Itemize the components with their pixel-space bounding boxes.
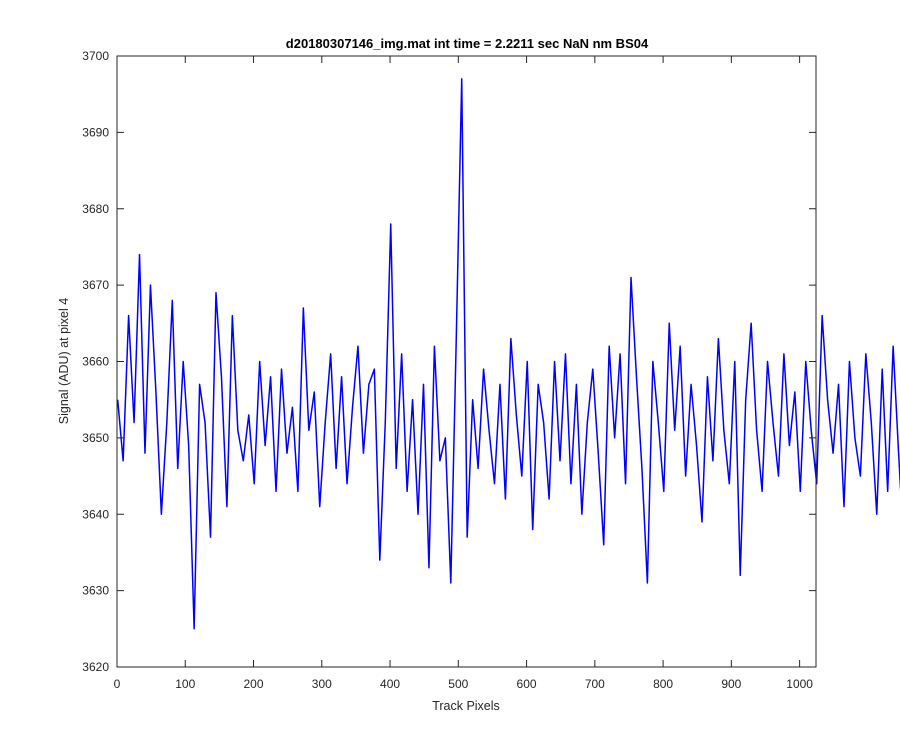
y-axis-label: Signal (ADU) at pixel 4: [57, 298, 71, 424]
plot-area: 0 100 200 300 400 500 600 700 800 900 1000 3620 363…: [82, 49, 900, 691]
y-tick-label: 3620: [82, 660, 109, 674]
axes-background: [117, 56, 816, 667]
y-tick-label: 3640: [82, 507, 109, 521]
y-tick-label: 3700: [82, 49, 109, 63]
x-tick-label: 500: [448, 677, 468, 691]
y-axis-ticks: 3620 3630 3640 3650 3660 3670 3680 3690 3700: [82, 49, 816, 674]
x-tick-label: 800: [653, 677, 673, 691]
chart-title: d20180307146_img.mat int time = 2.2211 s…: [286, 36, 649, 51]
y-tick-label: 3670: [82, 278, 109, 292]
y-tick-label: 3680: [82, 202, 109, 216]
series-layer: [116, 78, 900, 630]
x-tick-label: 100: [175, 677, 195, 691]
y-tick-label: 3690: [82, 125, 109, 139]
x-tick-label: 0: [114, 677, 121, 691]
x-tick-label: 200: [244, 677, 264, 691]
x-tick-label: 400: [380, 677, 400, 691]
x-tick-label: 300: [312, 677, 332, 691]
x-axis-label: Track Pixels: [432, 699, 500, 713]
y-tick-label: 3660: [82, 355, 109, 369]
x-tick-label: 600: [517, 677, 537, 691]
signal-series-line: [116, 78, 900, 630]
y-tick-label: 3630: [82, 584, 109, 598]
x-axis-ticks: 0 100 200 300 400 500 600 700 800 900 1000: [114, 56, 813, 691]
x-tick-label: 1000: [786, 677, 813, 691]
x-tick-label: 700: [585, 677, 605, 691]
x-tick-label: 900: [721, 677, 741, 691]
y-tick-label: 3650: [82, 431, 109, 445]
